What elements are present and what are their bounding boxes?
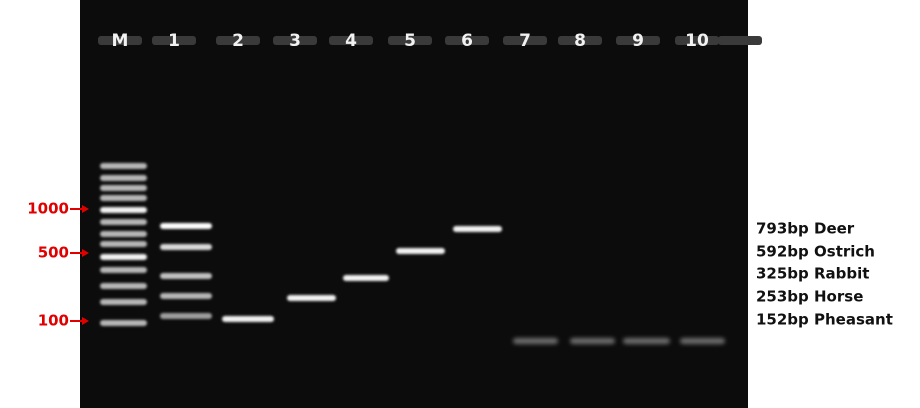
well [675,36,719,45]
well [445,36,489,45]
band [100,320,147,326]
lane-label: M [112,31,129,51]
well [329,36,373,45]
band [570,338,615,344]
well [388,36,432,45]
band-label: 253bp Horse [756,288,863,306]
lane-label: 9 [632,31,644,51]
size-marker: 500 [38,244,69,262]
band [100,175,147,181]
band [100,283,147,289]
band-label: 152bp Pheasant [756,311,893,329]
marker-arrowhead [82,317,89,325]
lane-label: 8 [574,31,586,51]
well [558,36,602,45]
band [100,241,147,247]
well [98,36,142,45]
band-label: 325bp Rabbit [756,265,869,283]
well [273,36,317,45]
well [503,36,547,45]
band [100,163,147,169]
band [160,244,212,250]
band [100,207,147,213]
lane-label: 7 [519,31,531,51]
band [453,226,502,232]
band [100,299,147,305]
lane-label: 5 [404,31,416,51]
band [100,219,147,225]
band [287,295,336,301]
labels: M 1 2 3 4 5 6 7 8 9 10 1000 500 100 793bp Deer 592bp Os… [27,31,893,330]
well [616,36,660,45]
band [100,254,147,260]
lane-label: 4 [345,31,357,51]
band [680,338,725,344]
lane-label: 2 [232,31,244,51]
wells [98,36,762,45]
lane-label: 3 [289,31,301,51]
well [718,36,762,45]
band [160,313,212,319]
lane-label: 6 [461,31,473,51]
band [396,248,445,254]
band [160,273,212,279]
band [343,275,389,281]
band [100,195,147,201]
band [623,338,670,344]
band [100,231,147,237]
band [100,267,147,273]
band-label: 592bp Ostrich [756,243,875,261]
marker-arrowhead [82,249,89,257]
lane-label: 1 [168,31,180,51]
well [152,36,196,45]
band [513,338,558,344]
gel [80,0,748,408]
bands [100,163,725,344]
well [216,36,260,45]
band [222,316,274,322]
marker-arrowhead [82,205,89,213]
band [100,185,147,191]
size-marker: 100 [38,312,69,330]
band [160,293,212,299]
band-label: 793bp Deer [756,220,855,238]
band [160,223,212,229]
lane-label: 10 [685,31,709,51]
size-marker: 1000 [27,200,69,218]
